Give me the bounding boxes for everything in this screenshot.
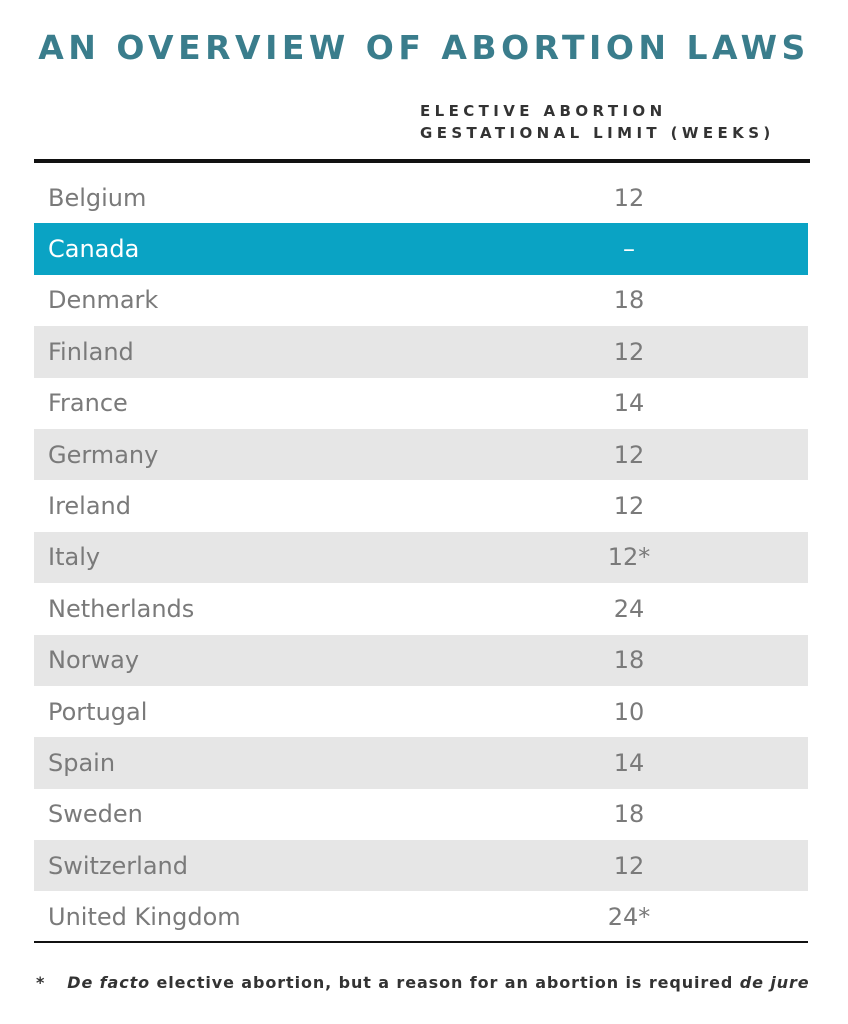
column-header-line: GESTATIONAL LIMIT (WEEKS) bbox=[420, 124, 775, 142]
limit-cell: 12 bbox=[613, 337, 645, 366]
table-row: United Kingdom 24* bbox=[34, 891, 808, 942]
limit-cell: 12 bbox=[613, 851, 645, 880]
footnote-text: elective abortion, but a reason for an a… bbox=[150, 973, 740, 992]
limit-cell: 12 bbox=[613, 183, 645, 212]
limit-cell: 24* bbox=[607, 903, 651, 932]
country-cell: Switzerland bbox=[48, 851, 188, 880]
table-row: Sweden 18 bbox=[34, 789, 808, 840]
limit-cell: 24 bbox=[613, 594, 645, 623]
limit-cell: 14 bbox=[613, 748, 645, 777]
table-row: Italy 12* bbox=[34, 531, 808, 584]
table-row: France 14 bbox=[34, 378, 808, 429]
table-row: Switzerland 12 bbox=[34, 840, 808, 892]
country-cell: Finland bbox=[48, 337, 134, 366]
country-cell: United Kingdom bbox=[48, 903, 241, 932]
limit-cell: 18 bbox=[613, 646, 645, 675]
country-cell: Belgium bbox=[48, 183, 147, 212]
table-row: Finland 12 bbox=[34, 326, 808, 378]
column-header: ELECTIVE ABORTION GESTATIONAL LIMIT (WEE… bbox=[420, 100, 775, 144]
table-row: Portugal 10 bbox=[34, 686, 808, 737]
table-row: Denmark 18 bbox=[34, 275, 808, 326]
country-cell: Spain bbox=[48, 748, 116, 777]
limit-cell: 10 bbox=[613, 697, 645, 726]
limit-cell: 12* bbox=[607, 543, 651, 572]
country-cell: Sweden bbox=[48, 800, 143, 829]
title: AN OVERVIEW OF ABORTION LAWS bbox=[38, 28, 810, 67]
limit-cell: 18 bbox=[613, 800, 645, 829]
country-cell: Denmark bbox=[48, 286, 159, 315]
header-rule bbox=[34, 159, 810, 163]
footnote-italic: De facto bbox=[67, 973, 151, 992]
limit-cell: 14 bbox=[613, 389, 645, 418]
limit-cell: 12 bbox=[613, 492, 645, 521]
table-row: Spain 14 bbox=[34, 737, 808, 789]
column-header-line: ELECTIVE ABORTION bbox=[420, 102, 667, 120]
table-row: Germany 12 bbox=[34, 428, 808, 481]
table-row: Canada – bbox=[34, 223, 808, 275]
bottom-rule bbox=[34, 941, 808, 943]
table-row: Ireland 12 bbox=[34, 480, 808, 531]
table-row: Belgium 12 bbox=[34, 172, 808, 223]
footnote-italic: de jure bbox=[739, 973, 810, 992]
limit-cell: – bbox=[623, 235, 635, 264]
country-cell: Italy bbox=[48, 543, 101, 572]
table-row: Norway 18 bbox=[34, 634, 808, 686]
footnote-marker: * bbox=[36, 973, 46, 992]
country-cell: Germany bbox=[48, 440, 159, 469]
country-cell: Norway bbox=[48, 646, 140, 675]
limit-cell: 12 bbox=[613, 440, 645, 469]
country-cell: France bbox=[48, 389, 128, 418]
country-cell: Canada bbox=[48, 235, 140, 264]
limit-cell: 18 bbox=[613, 286, 645, 315]
footnote: * De facto elective abortion, but a reaso… bbox=[36, 973, 810, 992]
table-body: Belgium 12 Canada – Denmark 18 Finland 12 France… bbox=[34, 172, 808, 943]
country-cell: Portugal bbox=[48, 697, 148, 726]
country-cell: Netherlands bbox=[48, 594, 195, 623]
country-cell: Ireland bbox=[48, 492, 132, 521]
table-row: Netherlands 24 bbox=[34, 583, 808, 634]
